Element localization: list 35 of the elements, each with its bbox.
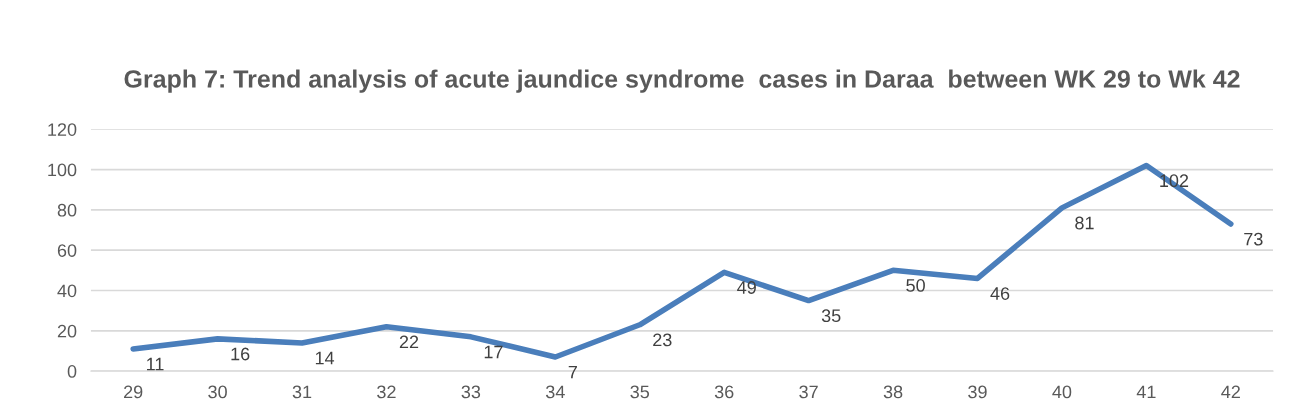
x-tick-label: 30 bbox=[208, 385, 227, 399]
y-tick-label: 100 bbox=[48, 163, 77, 177]
x-tick-label: 39 bbox=[968, 385, 987, 399]
data-label: 73 bbox=[1244, 232, 1263, 246]
y-tick-label: 0 bbox=[67, 365, 77, 378]
x-tick-label: 35 bbox=[630, 385, 650, 399]
x-tick-label: 34 bbox=[545, 385, 565, 399]
data-label: 81 bbox=[1075, 216, 1094, 230]
y-tick-label: 120 bbox=[48, 123, 77, 136]
data-label: 35 bbox=[821, 309, 841, 323]
chart-title: Graph 7: Trend analysis of acute jaundice syndrome cases in Daraa between WK 29 to Wk 42 bbox=[124, 69, 1240, 93]
data-label: 11 bbox=[147, 357, 164, 371]
x-tick-label: 40 bbox=[1052, 385, 1072, 399]
x-tick-label: 29 bbox=[124, 385, 143, 399]
x-tick-label: 33 bbox=[461, 385, 481, 399]
data-label: 46 bbox=[990, 287, 1010, 300]
data-label: 23 bbox=[653, 333, 672, 347]
y-tick-label: 80 bbox=[57, 203, 77, 217]
data-label: 7 bbox=[568, 365, 577, 379]
y-tick-label: 60 bbox=[57, 244, 77, 257]
x-tick-label: 31 bbox=[292, 385, 312, 399]
data-label: 49 bbox=[737, 281, 756, 294]
data-label: 16 bbox=[231, 347, 250, 361]
y-tick-label: 20 bbox=[57, 324, 77, 338]
x-tick-label: 36 bbox=[714, 385, 734, 399]
x-tick-label: 32 bbox=[377, 385, 396, 399]
data-label: 50 bbox=[906, 279, 925, 292]
data-label: 14 bbox=[315, 351, 335, 365]
data-label: 22 bbox=[399, 335, 419, 349]
x-tick-label: 37 bbox=[799, 385, 818, 399]
x-tick-label: 42 bbox=[1221, 385, 1240, 399]
x-tick-label: 41 bbox=[1136, 385, 1156, 399]
x-tick-label: 38 bbox=[883, 385, 903, 399]
y-tick-label: 40 bbox=[57, 284, 77, 298]
data-label: 17 bbox=[484, 345, 503, 359]
